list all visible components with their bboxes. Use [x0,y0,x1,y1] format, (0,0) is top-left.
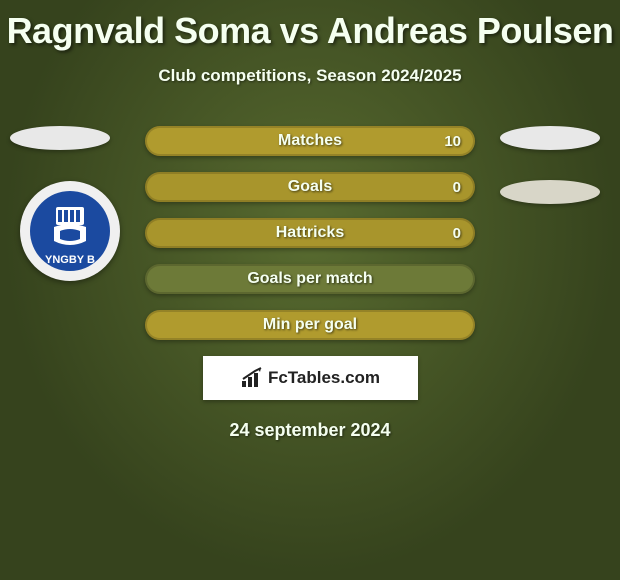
stat-row: Goals 0 [145,172,475,202]
subtitle: Club competitions, Season 2024/2025 [0,66,620,86]
club-badge: YNGBY B [20,181,120,281]
content-area: YNGBY B Matches 10 Goals 0 Hattricks 0 Goals p… [0,126,620,441]
stat-row: Matches 10 [145,126,475,156]
stat-row: Goals per match [145,264,475,294]
side-ellipse-right-1 [500,126,600,150]
club-badge-text: YNGBY B [45,254,95,266]
branding-text: FcTables.com [268,368,380,388]
stat-label: Min per goal [263,316,357,334]
stat-label: Goals per match [247,270,372,288]
side-ellipse-right-2 [500,180,600,204]
stat-label: Hattricks [276,224,344,242]
chart-icon [240,367,264,389]
stat-rows: Matches 10 Goals 0 Hattricks 0 Goals per match… [145,126,475,340]
page-title: Ragnvald Soma vs Andreas Poulsen [0,0,620,52]
side-ellipse-left [10,126,110,150]
stat-label: Goals [288,178,332,196]
stat-row: Min per goal [145,310,475,340]
stat-label: Matches [278,132,342,150]
stat-value: 0 [453,179,461,196]
stat-value: 10 [444,133,461,150]
stat-value: 0 [453,225,461,242]
date-line: 24 september 2024 [0,420,620,441]
club-badge-icon: YNGBY B [30,191,110,271]
stat-row: Hattricks 0 [145,218,475,248]
branding-box: FcTables.com [203,356,418,400]
